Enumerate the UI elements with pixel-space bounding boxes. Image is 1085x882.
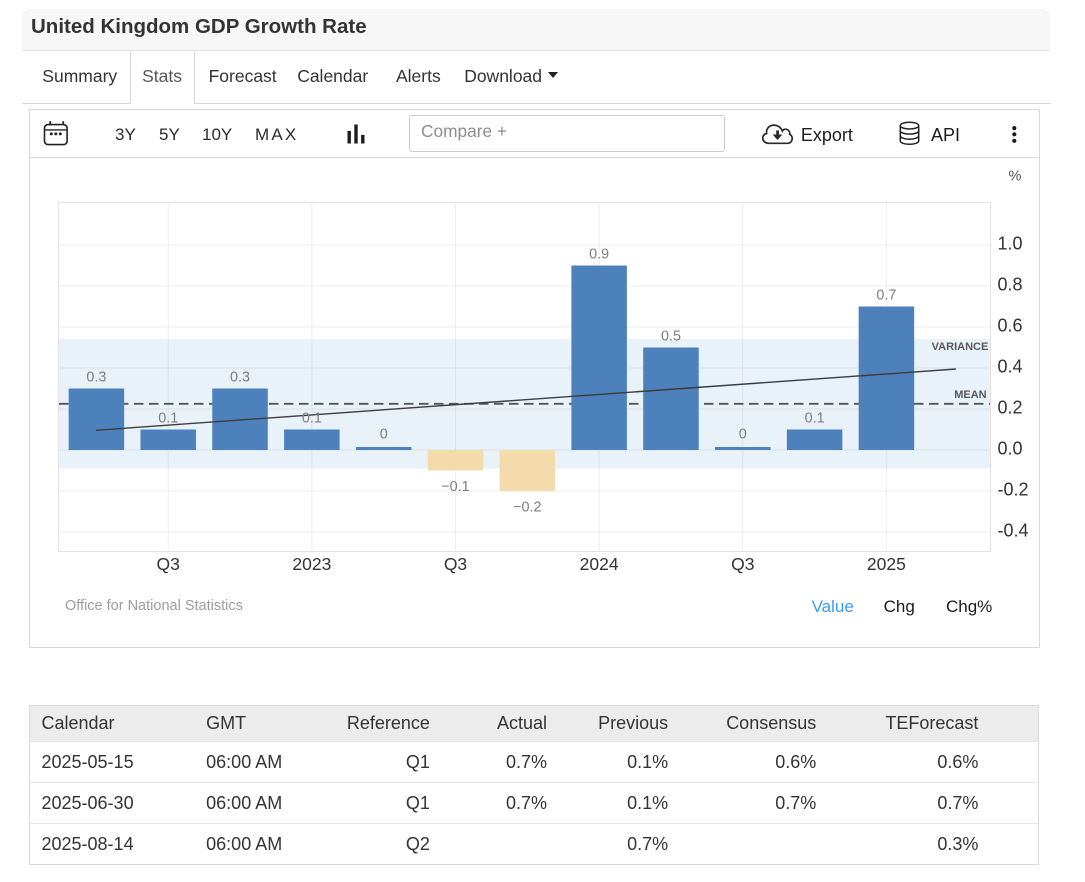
svg-text:Q3: Q3 [157,554,180,574]
svg-text:VARIANCE: VARIANCE [932,341,989,353]
svg-text:0.0: 0.0 [998,438,1023,458]
svg-text:0.8: 0.8 [998,274,1023,294]
svg-text:2024: 2024 [580,554,619,574]
svg-text:0.1: 0.1 [805,411,825,427]
svg-text:0.3: 0.3 [230,370,250,386]
svg-text:−0.2: −0.2 [513,499,541,515]
svg-text:0.6: 0.6 [998,315,1023,335]
svg-text:MEAN: MEAN [954,389,986,401]
svg-text:0.1: 0.1 [158,411,178,427]
svg-text:%: % [1009,169,1022,185]
svg-text:-0.4: -0.4 [998,520,1029,540]
svg-text:0.4: 0.4 [998,356,1023,376]
svg-text:0.1: 0.1 [302,411,322,427]
svg-text:0.2: 0.2 [998,397,1023,417]
svg-text:1.0: 1.0 [998,233,1023,253]
svg-text:0: 0 [739,427,747,443]
svg-text:−0.1: −0.1 [441,479,469,495]
svg-text:0.3: 0.3 [86,370,106,386]
svg-text:Q3: Q3 [444,554,467,574]
svg-text:2025: 2025 [867,554,906,574]
svg-text:0: 0 [380,427,388,443]
svg-text:2023: 2023 [292,554,331,574]
svg-text:0.9: 0.9 [589,247,609,263]
svg-text:0.7: 0.7 [876,288,896,304]
svg-text:0.5: 0.5 [661,329,681,345]
svg-text:Q3: Q3 [731,554,754,574]
svg-text:-0.2: -0.2 [998,479,1029,499]
